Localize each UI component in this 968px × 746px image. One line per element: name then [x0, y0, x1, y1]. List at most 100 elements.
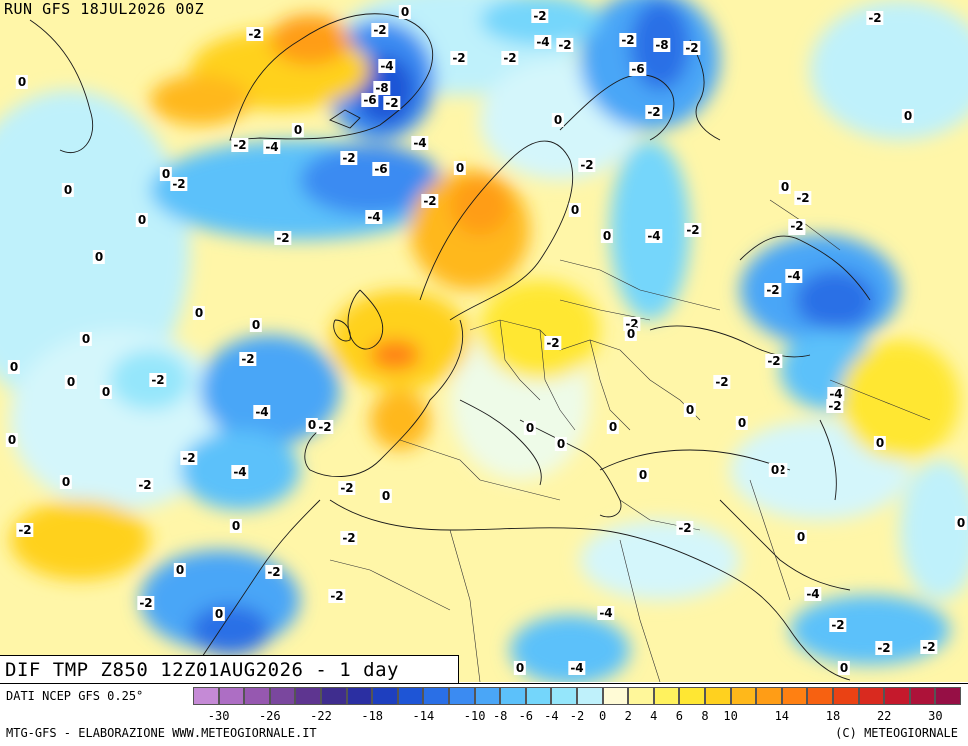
isotherm-value-label: -6: [629, 62, 647, 76]
isotherm-value-label: -2: [246, 27, 264, 41]
isotherm-value-label: -4: [785, 269, 803, 283]
isotherm-value-label: 0: [173, 563, 187, 577]
isotherm-value-label: 0: [453, 161, 467, 175]
isotherm-value-label: -2: [866, 11, 884, 25]
isotherm-value-label: -2: [875, 641, 893, 655]
footer: DATI NCEP GFS 0.25° -30 -26 -22 -18 -14 -10 -8…: [0, 683, 968, 746]
isotherm-value-label: 0: [99, 385, 113, 399]
isotherm-value-label: -2: [137, 596, 155, 610]
isotherm-value-label: -2: [920, 640, 938, 654]
isotherm-value-label: 0: [735, 416, 749, 430]
isotherm-value-label: -2: [765, 354, 783, 368]
data-source-label: DATI NCEP GFS 0.25°: [6, 689, 144, 703]
isotherm-value-label: 0: [600, 229, 614, 243]
map-canvas: [0, 0, 968, 682]
isotherm-value-label: -2: [239, 352, 257, 366]
isotherm-value-label: -2: [764, 283, 782, 297]
isotherm-value-label: -4: [378, 59, 396, 73]
isotherm-value-label: -2: [544, 336, 562, 350]
isotherm-value-label: 0: [523, 421, 537, 435]
legend-swatch: [909, 687, 936, 705]
legend-swatch: [730, 687, 757, 705]
legend-tick-label: 30: [928, 709, 943, 723]
country-borders: [329, 199, 931, 682]
isotherm-value-label: -2: [676, 521, 694, 535]
isotherm-value-label: -2: [149, 373, 167, 387]
legend-tick-label: 14: [774, 709, 790, 723]
isotherm-value-label: -2: [340, 151, 358, 165]
isotherm-value-label: 0: [15, 75, 29, 89]
isotherm-value-label: -2: [684, 223, 702, 237]
isotherm-value-label: 0: [568, 203, 582, 217]
isotherm-value-label: 0: [794, 530, 808, 544]
legend-swatch: [474, 687, 501, 705]
isotherm-value-label: 0: [64, 375, 78, 389]
coastlines: [29, 13, 871, 682]
legend-swatch: [525, 687, 552, 705]
legend-swatch: [500, 687, 526, 705]
isotherm-value-label: -2: [788, 219, 806, 233]
legend-tick-label: -6: [518, 709, 534, 723]
isotherm-value-label: 0: [291, 123, 305, 137]
map-title: DIF TMP Z850 12Z01AUG2026 - 1 day: [5, 659, 399, 681]
legend-swatch: [346, 687, 373, 705]
isotherm-value-label: 0: [901, 109, 915, 123]
isotherm-value-label: -2: [383, 96, 401, 110]
temperature-anomaly-map: [0, 0, 968, 682]
isotherm-value-label: 0: [837, 661, 851, 675]
isotherm-value-label: 0: [212, 607, 226, 621]
legend-swatch: [602, 687, 629, 705]
isotherm-value-label: -2: [683, 41, 701, 55]
isotherm-value-label: -2: [829, 618, 847, 632]
isotherm-value-label: 0: [229, 519, 243, 533]
isotherm-value-label: 0: [636, 468, 650, 482]
isotherm-value-label: -8: [373, 81, 391, 95]
run-label: RUN GFS 18JUL2026 00Z: [4, 0, 205, 18]
legend-tick-label: 6: [675, 709, 684, 723]
isotherm-value-label: 0: [159, 167, 173, 181]
legend-tick-label: -14: [412, 709, 435, 723]
isotherm-value-label: 0: [554, 437, 568, 451]
credits-label: MTG-GFS - ELABORAZIONE WWW.METEOGIORNALE…: [6, 726, 317, 740]
legend-tick-label: 4: [650, 709, 658, 723]
isotherm-value-label: -2: [645, 105, 663, 119]
isotherm-value-label: 0: [873, 436, 887, 450]
isotherm-value-label: -4: [411, 136, 429, 150]
isotherm-value-label: 0: [606, 420, 620, 434]
legend-swatch: [807, 687, 833, 705]
legend-swatch: [653, 687, 680, 705]
isotherm-value-label: -2: [371, 23, 389, 37]
isotherm-value-label: -2: [826, 399, 844, 413]
legend-swatch: [884, 687, 910, 705]
isotherm-value-label: 0: [398, 5, 412, 19]
legend-tick-label: -4: [544, 709, 559, 723]
isotherm-value-label: 0: [305, 418, 319, 432]
isotherm-value-label: -4: [263, 140, 281, 154]
title-box: DIF TMP Z850 12Z01AUG2026 - 1 day: [0, 655, 459, 684]
isotherm-value-label: -6: [372, 162, 390, 176]
isotherm-value-label: -2: [794, 191, 812, 205]
isotherm-value-label: 0: [624, 327, 638, 341]
legend-tick-label: 10: [723, 709, 738, 723]
isotherm-value-label: -2: [556, 38, 574, 52]
legend-swatch: [833, 687, 859, 705]
legend-swatch: [781, 687, 808, 705]
isotherm-value-label: 0: [59, 475, 73, 489]
legend-tick-label: -22: [310, 709, 332, 723]
legend-tick-label: 0: [598, 709, 607, 723]
isotherm-value-label: -6: [361, 93, 379, 107]
isotherm-value-label: 0: [683, 403, 697, 417]
isotherm-value-label: -2: [274, 231, 292, 245]
isotherm-value-label: -2: [340, 531, 358, 545]
legend-tick-label: 22: [876, 709, 892, 723]
legend-tick-label: -10: [463, 709, 486, 723]
isotherm-value-label: 0: [768, 463, 782, 477]
legend-swatch: [449, 687, 475, 705]
legend-swatch: [397, 687, 424, 705]
legend-tick-label: -2: [569, 709, 585, 723]
isotherm-value-label: 0: [513, 661, 527, 675]
isotherm-value-label: 0: [379, 489, 393, 503]
isotherm-value-label: 0: [778, 180, 792, 194]
legend-swatch: [551, 687, 577, 705]
legend-tick-label: -8: [492, 709, 508, 723]
